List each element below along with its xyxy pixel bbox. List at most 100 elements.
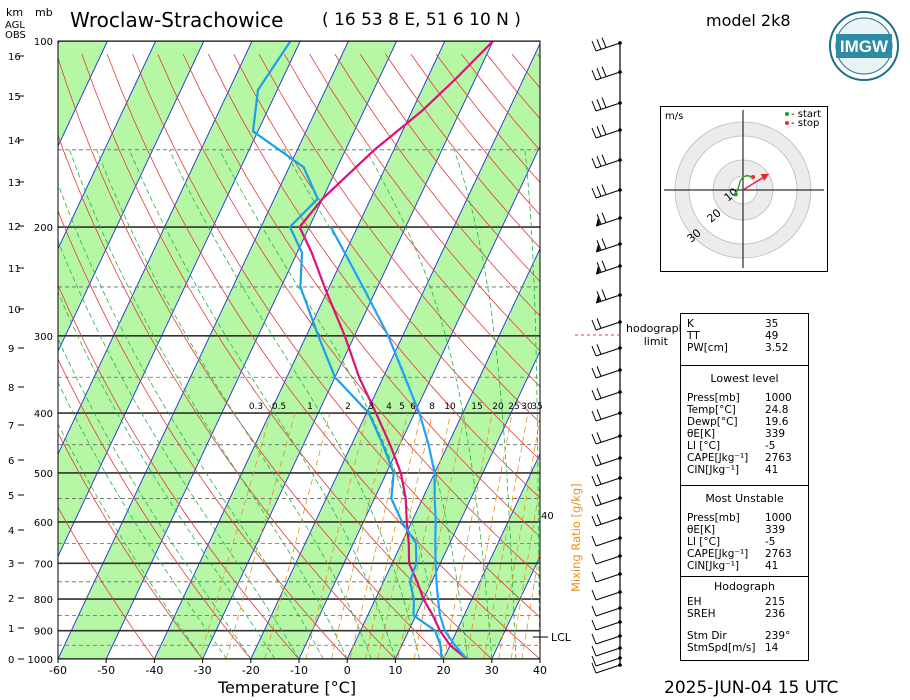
mb-tick-label: 200 xyxy=(34,223,53,234)
moist-adiabat xyxy=(58,422,203,659)
mb-label: mb xyxy=(35,6,53,19)
index-key: PW[cm] xyxy=(687,342,728,354)
hodograph-limit-label: hodograph limit xyxy=(626,322,686,348)
wind-barb-staff xyxy=(595,321,621,331)
km-tick-label: 2 xyxy=(8,594,14,605)
index-value: 239° xyxy=(765,630,791,642)
index-value: 3.52 xyxy=(765,342,789,354)
mixing-ratio-40: 40 xyxy=(541,511,554,522)
km-tick-label: 16 xyxy=(8,52,21,63)
index-key: EH xyxy=(687,596,702,608)
index-key: Press[mb] xyxy=(687,392,740,404)
wind-barb-feather xyxy=(596,409,602,420)
wind-barb-feather xyxy=(591,367,597,379)
index-value: 19.6 xyxy=(765,416,789,428)
km-tick-label: 0 xyxy=(8,655,14,666)
mixing-ratio-line xyxy=(199,412,272,659)
x-tick-label: -60 xyxy=(49,664,67,677)
wind-barb-staff xyxy=(595,477,621,487)
x-tick-label: -50 xyxy=(97,664,115,677)
moist-adiabat xyxy=(219,149,444,659)
index-value: 49 xyxy=(765,330,779,342)
hodograph-stop-dot xyxy=(785,121,789,125)
station-coords: ( 16 53 8 E, 51 6 10 N ) xyxy=(322,10,521,30)
index-value: 41 xyxy=(765,560,779,572)
wind-barb-feather xyxy=(591,157,597,169)
wind-barb-feather xyxy=(596,318,602,329)
x-tick-label: -10 xyxy=(290,664,308,677)
wind-barb-feather xyxy=(596,262,602,273)
mixing-ratio-line xyxy=(443,412,493,659)
mixing-ratio-tick: 8 xyxy=(429,402,435,412)
index-key: Temp[°C] xyxy=(687,404,736,416)
wind-barb-feather xyxy=(596,388,602,399)
wind-barb-staff xyxy=(595,657,621,667)
wind-barb-feather xyxy=(601,184,607,195)
logo-text: IMGW xyxy=(840,37,889,56)
index-value: 2763 xyxy=(765,548,792,560)
mixing-ratio-line xyxy=(483,413,529,659)
km-tick-label: 11 xyxy=(8,264,21,275)
wind-barb-feather xyxy=(591,389,597,401)
x-tick-label: 10 xyxy=(388,664,402,677)
hodograph-start-label: - start xyxy=(791,109,821,120)
mixing-ratio-tick: 20 xyxy=(492,402,504,412)
moist-adiabat xyxy=(453,149,517,659)
wind-barb-pennant xyxy=(596,218,600,226)
agl-label: AGL xyxy=(5,20,25,31)
wind-barb-feather xyxy=(596,68,602,79)
wind-barb-feather xyxy=(601,289,607,300)
isotherm-line xyxy=(202,41,494,659)
imgw-logo: IMGW xyxy=(829,11,899,81)
wind-barb-feather xyxy=(596,454,602,465)
mixing-ratio-line xyxy=(305,412,368,659)
mixing-ratio-line xyxy=(510,482,540,659)
wind-barb-staff xyxy=(595,664,621,674)
wind-barb-feather xyxy=(591,455,597,467)
km-tick-label: 15 xyxy=(8,92,21,103)
dry-adiabat xyxy=(58,209,348,659)
index-key: TT xyxy=(687,330,700,342)
mixing-ratio-tick: 35 xyxy=(531,402,542,412)
hodograph-start-point xyxy=(733,192,738,197)
hodograph-stop-point xyxy=(751,174,756,179)
wind-barb-feather xyxy=(596,126,602,137)
mb-tick-label: 900 xyxy=(34,627,53,638)
index-value: 215 xyxy=(765,596,786,608)
dry-adiabat xyxy=(81,53,493,659)
index-value: 339 xyxy=(765,428,786,440)
km-tick-label: 1 xyxy=(8,624,14,635)
wind-barb-feather xyxy=(596,344,602,355)
km-tick-label: 10 xyxy=(8,305,21,316)
isotherm-line xyxy=(298,145,540,659)
dry-adiabat xyxy=(334,53,540,317)
mixing-ratio-title: Mixing Ratio [g/kg] xyxy=(569,483,583,592)
wind-barb-staff xyxy=(595,647,621,657)
wind-barb-staff xyxy=(595,457,621,467)
dry-adiabat xyxy=(58,506,155,659)
wind-barb-feather xyxy=(596,240,602,251)
wind-barb-feather xyxy=(596,474,602,485)
wind-barb-staff xyxy=(595,412,621,422)
wind-barb-feather xyxy=(591,410,597,422)
x-tick-label: -20 xyxy=(242,664,260,677)
x-tick-label: -30 xyxy=(194,664,212,677)
index-value: 41 xyxy=(765,464,779,476)
profile-line-1 xyxy=(251,41,443,659)
index-value: 236 xyxy=(765,608,786,620)
station-title: Wroclaw-Strachowice xyxy=(70,8,284,32)
moist-adiabat xyxy=(58,291,276,659)
km-tick-label: 3 xyxy=(8,559,14,570)
isotherm-line xyxy=(58,41,253,455)
indices-table: K 35 TT 49 PW[cm] 3.52 Lowest level Press[mb] 10… xyxy=(680,313,809,661)
wind-barb-feather xyxy=(596,99,602,110)
mixing-ratio-line xyxy=(465,412,513,659)
dry-adiabat xyxy=(106,53,540,659)
wind-barb-staff xyxy=(595,265,621,275)
mixing-ratio-tick: 4 xyxy=(386,402,392,412)
wind-barb-feather xyxy=(596,39,602,50)
index-value: -5 xyxy=(765,536,776,548)
isotherm-line xyxy=(250,42,540,659)
wind-barb-feather xyxy=(591,619,597,631)
moist-adiabat xyxy=(58,240,300,659)
